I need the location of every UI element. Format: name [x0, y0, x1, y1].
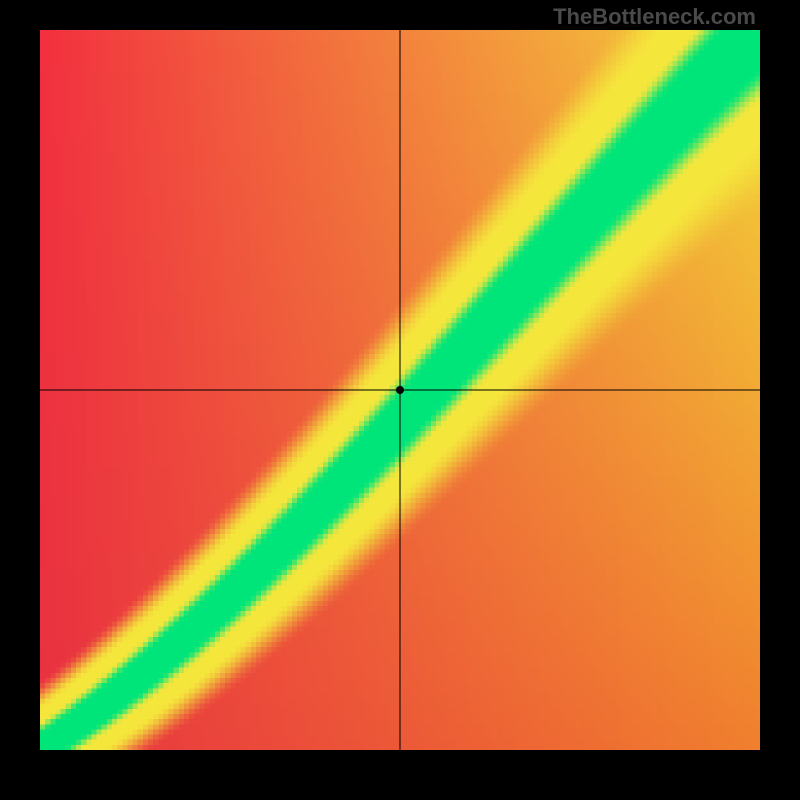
watermark-text: TheBottleneck.com — [553, 4, 756, 30]
chart-container: TheBottleneck.com — [0, 0, 800, 800]
bottleneck-heatmap — [40, 30, 760, 750]
